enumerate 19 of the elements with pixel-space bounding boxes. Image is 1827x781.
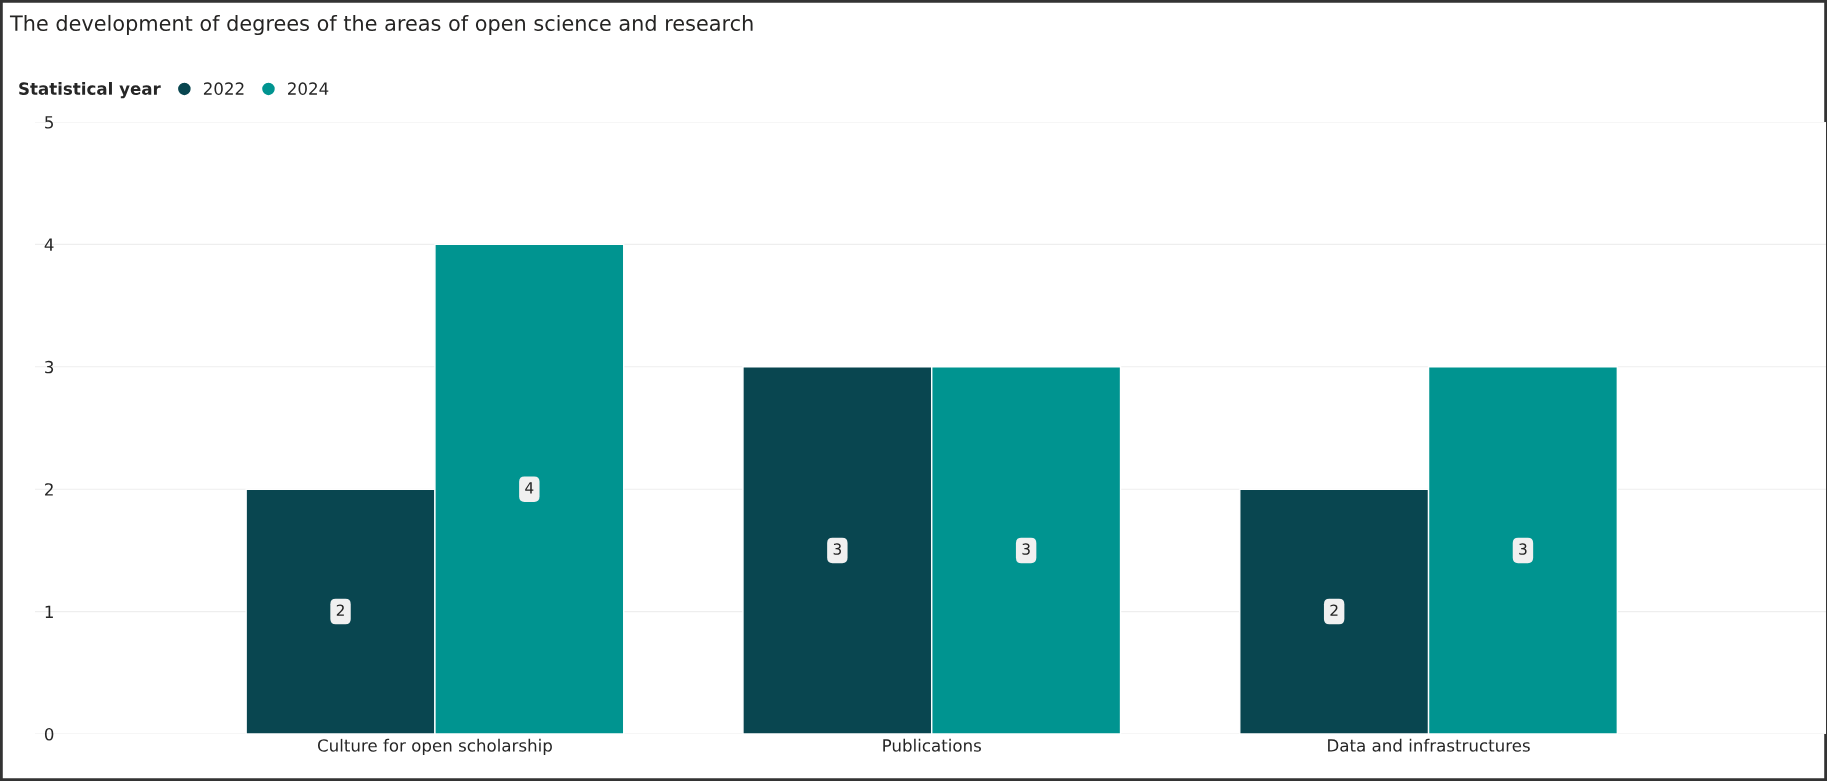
legend-label: 2024 (288, 82, 329, 95)
legend-title: Statistical year (19, 82, 161, 99)
data-label: 2 (1330, 604, 1338, 616)
x-tick-label: Data and infrastructures (1328, 738, 1530, 752)
y-tick-label: 5 (45, 116, 53, 129)
legend-label: 2022 (203, 82, 244, 95)
data-label: 3 (1519, 543, 1527, 555)
data-label: 3 (1022, 543, 1030, 555)
data-label: 4 (525, 482, 534, 494)
y-tick-label: 0 (44, 727, 54, 741)
x-tick-label: Publications (883, 738, 981, 752)
data-label: 3 (833, 543, 841, 555)
x-tick-label: Culture for open scholarship (317, 738, 552, 755)
y-tick-label: 3 (45, 360, 54, 374)
chart-title: The development of degrees of the areas of open science and research (9, 14, 753, 36)
y-tick-label: 1 (45, 605, 53, 618)
y-tick-label: 4 (44, 238, 54, 251)
y-tick-label: 2 (45, 483, 53, 496)
data-label: 2 (336, 604, 344, 616)
